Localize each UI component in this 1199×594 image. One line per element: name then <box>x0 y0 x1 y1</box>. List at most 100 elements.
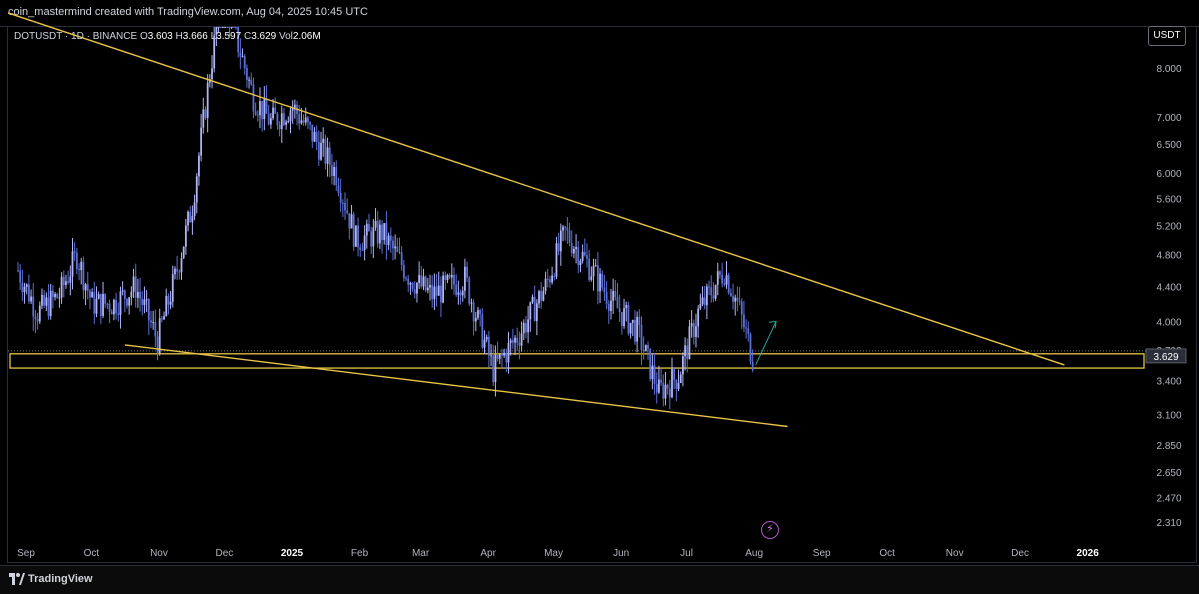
candle[interactable] <box>339 178 342 212</box>
candle[interactable] <box>248 76 250 89</box>
candle[interactable] <box>158 308 161 356</box>
candle[interactable] <box>610 288 612 320</box>
candle[interactable] <box>668 379 671 410</box>
candle[interactable] <box>56 292 59 299</box>
candle[interactable] <box>522 319 525 340</box>
candle[interactable] <box>141 291 144 316</box>
candle[interactable] <box>413 281 416 299</box>
candle[interactable] <box>43 290 46 308</box>
candle[interactable] <box>41 288 43 310</box>
candle[interactable] <box>285 119 288 130</box>
candle[interactable] <box>577 241 580 274</box>
candle[interactable] <box>402 259 405 282</box>
candle[interactable] <box>350 204 353 229</box>
candle[interactable] <box>671 357 673 399</box>
candle[interactable] <box>579 258 582 273</box>
candle[interactable] <box>296 101 298 126</box>
upper-trendline[interactable] <box>7 12 1065 366</box>
candle[interactable] <box>690 310 693 338</box>
candle[interactable] <box>498 353 501 364</box>
candle[interactable] <box>557 232 560 256</box>
candle[interactable] <box>250 72 253 86</box>
candle[interactable] <box>494 345 497 397</box>
candle[interactable] <box>745 319 748 339</box>
candle[interactable] <box>307 115 309 129</box>
candle[interactable] <box>110 309 113 315</box>
candle[interactable] <box>311 124 314 149</box>
candle[interactable] <box>514 335 516 356</box>
candle[interactable] <box>396 237 399 253</box>
candle[interactable] <box>36 312 39 330</box>
candle[interactable] <box>381 220 383 254</box>
candle[interactable] <box>115 292 117 320</box>
candle[interactable] <box>119 286 122 329</box>
candle[interactable] <box>751 349 754 373</box>
candle[interactable] <box>274 97 277 114</box>
candle[interactable] <box>719 270 721 279</box>
candle[interactable] <box>712 282 715 303</box>
candle[interactable] <box>481 308 484 350</box>
candle[interactable] <box>437 271 440 296</box>
candle[interactable] <box>246 64 248 88</box>
candle[interactable] <box>169 290 172 310</box>
candle[interactable] <box>710 275 713 303</box>
candle[interactable] <box>647 341 649 360</box>
candle[interactable] <box>78 263 80 281</box>
candle[interactable] <box>304 107 307 126</box>
candle[interactable] <box>682 352 684 387</box>
candle[interactable] <box>553 272 556 281</box>
candle[interactable] <box>564 225 567 241</box>
candle[interactable] <box>75 247 78 275</box>
candle[interactable] <box>472 299 475 336</box>
candle[interactable] <box>130 286 133 306</box>
candle[interactable] <box>444 271 447 290</box>
candle[interactable] <box>47 284 50 320</box>
candle[interactable] <box>470 298 473 313</box>
candle[interactable] <box>102 281 104 319</box>
candle[interactable] <box>219 27 222 28</box>
candle[interactable] <box>326 137 329 177</box>
candle[interactable] <box>616 282 619 309</box>
tradingview-logo-icon[interactable] <box>9 573 25 585</box>
candle[interactable] <box>651 354 654 390</box>
candle[interactable] <box>734 294 737 316</box>
candle[interactable] <box>132 268 135 298</box>
candle[interactable] <box>592 258 595 291</box>
candle[interactable] <box>204 106 207 120</box>
candle[interactable] <box>357 217 359 257</box>
candle[interactable] <box>67 270 70 285</box>
candle[interactable] <box>365 219 368 249</box>
candle[interactable] <box>440 276 442 318</box>
candle[interactable] <box>320 131 322 161</box>
candle[interactable] <box>226 27 229 28</box>
candle[interactable] <box>729 288 732 297</box>
candle[interactable] <box>529 301 532 332</box>
candle[interactable] <box>19 264 22 290</box>
candle[interactable] <box>487 330 490 368</box>
candle[interactable] <box>60 272 63 304</box>
candle[interactable] <box>165 288 168 317</box>
candle[interactable] <box>30 289 32 305</box>
candle[interactable] <box>555 236 558 280</box>
candle[interactable] <box>620 312 623 335</box>
candle[interactable] <box>461 286 464 302</box>
candle[interactable] <box>695 313 697 348</box>
candle[interactable] <box>337 177 340 197</box>
candle[interactable] <box>97 291 100 300</box>
candle[interactable] <box>309 121 312 131</box>
candle[interactable] <box>594 258 597 267</box>
candle[interactable] <box>222 27 224 28</box>
candle[interactable] <box>278 121 281 137</box>
candle[interactable] <box>485 334 488 343</box>
candle[interactable] <box>629 322 632 339</box>
lightning-bolt-icon[interactable]: ⚡ <box>761 521 779 539</box>
candle[interactable] <box>503 348 506 358</box>
candle[interactable] <box>511 328 514 349</box>
candle[interactable] <box>178 269 181 280</box>
candle[interactable] <box>527 305 530 344</box>
candle[interactable] <box>409 281 412 295</box>
candle[interactable] <box>230 27 233 30</box>
candle[interactable] <box>62 270 65 298</box>
candle[interactable] <box>280 105 283 144</box>
candle[interactable] <box>171 265 174 308</box>
